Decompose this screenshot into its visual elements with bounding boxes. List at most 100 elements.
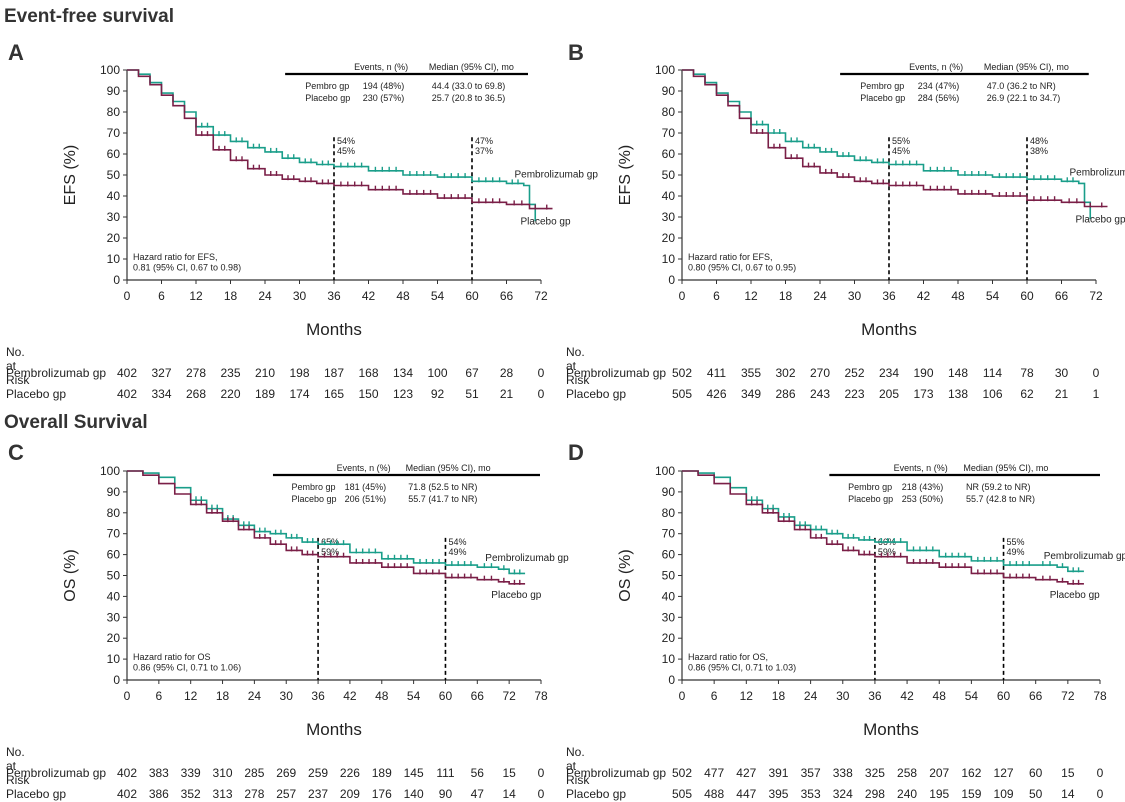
table-row-group: Placebo gp xyxy=(860,93,905,103)
y-tick-label: 20 xyxy=(107,231,121,245)
risk-cell: 134 xyxy=(392,366,414,380)
y-tick-label: 40 xyxy=(662,189,676,203)
landmark-placebo-label: 38% xyxy=(1030,146,1048,156)
risk-cell: 502 xyxy=(671,366,693,380)
y-tick-label: 80 xyxy=(107,105,121,119)
hazard-ratio-line2: 0.86 (95% CI, 0.71 to 1.03) xyxy=(688,663,796,673)
risk-cell: 395 xyxy=(768,787,789,801)
risk-cell: 325 xyxy=(864,766,885,780)
risk-cell: 313 xyxy=(212,787,233,801)
y-tick-label: 30 xyxy=(107,610,121,624)
y-tick-label: 60 xyxy=(107,548,121,562)
risk-cell: 190 xyxy=(913,366,934,380)
landmark-pembro-label: 47% xyxy=(475,136,493,146)
x-tick-label: 60 xyxy=(465,289,479,303)
risk-cell: 477 xyxy=(704,766,725,780)
series-name-placebo: Placebo gp xyxy=(1050,590,1100,601)
y-tick-label: 60 xyxy=(662,147,676,161)
risk-cell: 352 xyxy=(180,787,201,801)
table-row-events: 181 (45%) xyxy=(345,482,387,492)
y-tick-label: 60 xyxy=(107,147,121,161)
y-tick-label: 80 xyxy=(107,506,121,520)
x-tick-label: 6 xyxy=(713,289,720,303)
x-tick-label: 0 xyxy=(679,689,686,703)
risk-cell: 90 xyxy=(438,787,453,801)
series-name-pembro: Pembrolizumab gp xyxy=(515,170,599,181)
risk-cell: 252 xyxy=(844,366,865,380)
risk-cell: 243 xyxy=(809,387,831,401)
risk-cell: 51 xyxy=(465,387,479,401)
landmark-placebo-label: 59% xyxy=(878,547,896,557)
hazard-ratio-line1: Hazard ratio for EFS, xyxy=(133,252,218,262)
risk-cell: 447 xyxy=(736,787,757,801)
risk-cell: 100 xyxy=(427,366,448,380)
y-axis-label: EFS (%) xyxy=(62,145,79,205)
x-tick-label: 54 xyxy=(986,289,1000,303)
y-tick-label: 100 xyxy=(655,63,675,77)
risk-cell: 114 xyxy=(982,366,1003,380)
risk-table-title: No. at Risk xyxy=(566,745,590,787)
table-row-group: Placebo gp xyxy=(292,494,337,504)
risk-cell: 127 xyxy=(993,766,1014,780)
risk-cell: 21 xyxy=(499,387,514,401)
x-tick-label: 12 xyxy=(189,289,203,303)
y-tick-label: 70 xyxy=(107,527,121,541)
table-row-median: 44.4 (33.0 to 69.8) xyxy=(432,81,506,91)
hazard-ratio-line1: Hazard ratio for OS, xyxy=(688,652,768,662)
table-row-events: 206 (51%) xyxy=(345,494,387,504)
y-tick-label: 90 xyxy=(662,84,676,98)
x-tick-label: 12 xyxy=(744,289,758,303)
risk-cell: 298 xyxy=(864,787,885,801)
events-header: Events, n (%) xyxy=(337,463,391,473)
table-row-group: Pembro gp xyxy=(860,81,904,91)
x-tick-label: 42 xyxy=(343,689,357,703)
risk-cell: 327 xyxy=(151,366,172,380)
x-tick-label: 42 xyxy=(917,289,931,303)
x-tick-label: 54 xyxy=(407,689,421,703)
table-row-median: 55.7 (42.8 to NR) xyxy=(966,494,1035,504)
risk-cell: 505 xyxy=(671,387,693,401)
x-tick-label: 66 xyxy=(1029,689,1043,703)
table-row-group: Pembro gp xyxy=(292,482,336,492)
risk-cell: 15 xyxy=(1061,766,1075,780)
risk-cell: 505 xyxy=(671,787,693,801)
y-tick-label: 50 xyxy=(662,168,676,182)
x-tick-label: 24 xyxy=(813,289,827,303)
risk-cell: 349 xyxy=(740,387,762,401)
risk-cell: 426 xyxy=(706,387,727,401)
y-tick-label: 70 xyxy=(107,126,121,140)
risk-cell: 176 xyxy=(371,787,392,801)
risk-cell: 50 xyxy=(1029,787,1043,801)
landmark-pembro-label: 55% xyxy=(892,136,910,146)
risk-cell: 235 xyxy=(220,366,241,380)
y-tick-label: 70 xyxy=(662,126,676,140)
risk-cell: 14 xyxy=(1061,787,1075,801)
landmark-placebo-label: 45% xyxy=(892,146,910,156)
risk-cell: 278 xyxy=(244,787,265,801)
median-header: Median (95% CI), mo xyxy=(429,62,514,72)
risk-row-label: Pembrolizumab gp xyxy=(566,366,667,380)
x-tick-label: 0 xyxy=(679,289,686,303)
x-tick-label: 72 xyxy=(1089,289,1103,303)
table-row-group: Pembro gp xyxy=(305,81,349,91)
risk-cell: 162 xyxy=(961,766,982,780)
x-tick-label: 30 xyxy=(848,289,862,303)
x-tick-label: 18 xyxy=(216,689,230,703)
landmark-pembro-label: 55% xyxy=(1007,537,1025,547)
risk-cell: 210 xyxy=(254,366,276,380)
y-tick-label: 80 xyxy=(662,105,676,119)
y-tick-label: 50 xyxy=(662,569,676,583)
series-line-placebo xyxy=(127,69,553,210)
x-tick-label: 24 xyxy=(804,689,818,703)
risk-cell: 173 xyxy=(913,387,934,401)
landmark-placebo-label: 49% xyxy=(1007,547,1025,557)
x-tick-label: 66 xyxy=(1055,289,1069,303)
risk-cell: 92 xyxy=(430,387,445,401)
landmark-pembro-label: 65% xyxy=(321,537,339,547)
x-tick-label: 36 xyxy=(311,689,325,703)
risk-cell: 14 xyxy=(502,787,516,801)
risk-cell: 15 xyxy=(502,766,516,780)
x-tick-label: 54 xyxy=(431,289,445,303)
table-row-group: Placebo gp xyxy=(305,93,350,103)
risk-cell: 168 xyxy=(358,366,379,380)
